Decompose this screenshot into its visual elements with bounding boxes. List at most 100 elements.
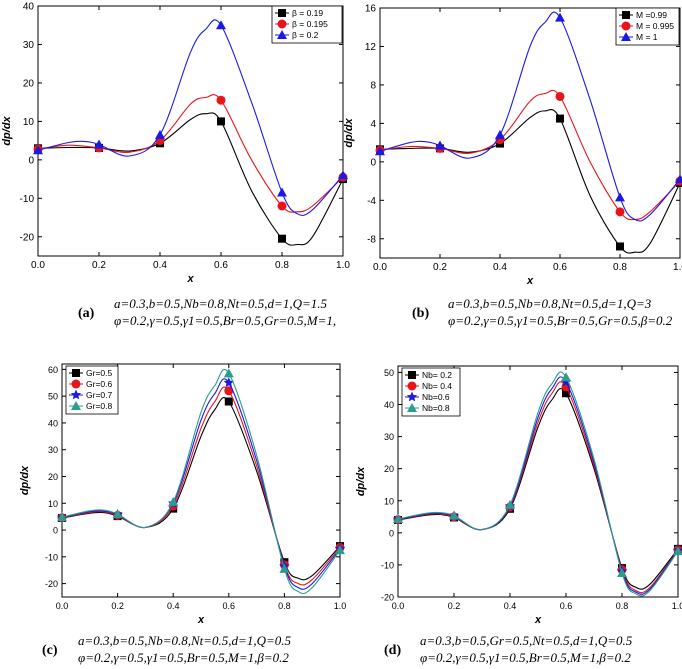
y-tick-label: 20 [23,78,35,89]
chart-c-caption-line1: a=0.3,b=0.5,Nb=0.8,Nt=0.5,d=1,Q=0.5 [78,633,291,648]
series-4-point [57,512,67,522]
series-3-point [375,146,385,156]
series-4-point [112,508,123,518]
x-tick-label: 0.2 [448,601,461,611]
y-tick-label: -10 [45,552,58,562]
x-tick-label: 0.0 [56,601,69,611]
chart-b-caption-label: (b) [412,306,430,321]
legend-entry-label: β = 0.19 [292,8,323,18]
series-3-point [560,376,572,387]
y-tick-label: 60 [48,365,58,375]
chart-panel-c: 0.0 0.2 0.4 0.6 0.8 1.0 -20 -10 0 10 20 30 40 50 60 x dp… [0,352,347,652]
legend-marker [277,19,287,29]
chart-d-plot: 0.0 0.2 0.4 0.6 0.8 1.0 -20 -10 0 10 20 30 40 50 x dp/d… [355,365,682,626]
y-tick-label: 30 [48,445,58,455]
y-tick-label: 0 [389,528,394,538]
legend-entry-label: M = 1 [636,32,658,42]
y-tick-label: 30 [384,432,394,442]
y-tick-label: 20 [48,472,58,482]
legend-marker [407,403,417,412]
chart-a-plot: 0.0 0.2 0.4 0.6 0.8 1.0 -20 -10 0 10 20 30 40 x dp/dx β… [1,2,350,286]
y-tick-label: 40 [23,2,35,13]
series-3-point [615,192,625,202]
chart-d-caption-line1: a=0.3,b=0.5,Gr=0.5,Nt=0.5,d=1,Q=0.5 [420,633,633,648]
x-tick-label: 0.4 [493,262,507,273]
series-line-3 [38,19,343,217]
series-line-3 [398,376,678,595]
plot-frame [379,7,681,259]
series-line-3 [380,11,680,222]
series-3-point [155,129,165,139]
x-tick-label: 1.0 [334,601,347,611]
series-line-2 [62,386,340,586]
series-1-point [278,234,286,243]
legend-entry-label: Nb=0.6 [422,392,450,402]
series-1-point [217,117,225,126]
series-4-point [561,372,571,382]
series-4-point [223,368,234,378]
series-3-point [555,12,565,22]
y-tick-label: 0 [28,155,34,166]
legend-entry-label: M =0.99 [636,10,667,20]
x-tick-label: 1.0 [672,601,682,611]
x-tick-label: 0.2 [92,260,106,271]
legend-entry-label: Gr=0.8 [86,401,112,411]
legend-entry-label: Nb= 0.4 [422,381,452,391]
series-4-point [393,514,403,524]
chart-c-caption-line2: φ=0.2,γ=0.5,γ1=0.5,Br=0.5,M=1,β=0.2 [78,650,289,665]
series-line-2 [398,381,678,594]
y-tick-label: -4 [367,196,376,207]
x-tick-label: 0.8 [275,260,289,271]
series-4-point [673,546,682,556]
series-4-point [505,499,515,509]
plot-frame [61,363,341,598]
x-tick-label: 0.4 [153,260,167,271]
series-2-point [615,207,625,217]
series-line-1 [62,397,340,581]
x-tick-label: 0.0 [31,260,45,271]
legend-marker [70,389,82,400]
y-axis-label: dp/dx [1,115,13,145]
y-tick-label: 50 [48,392,58,402]
legend-marker [278,9,286,17]
y-axis-label: dp/dx [343,117,355,147]
series-3-point [435,140,445,150]
series-4-point [168,496,179,506]
legend-marker [622,11,630,19]
x-tick-label: 0.4 [167,601,180,611]
chart-panel-b: 0.0 0.2 0.4 0.6 0.8 1.0 -8 -4 0 4 8 12 16 x dp/dx M =0.… [343,0,682,300]
y-tick-label: 8 [370,80,376,91]
legend-entry-label: Nb=0.8 [422,403,450,413]
x-axis-label: x [534,614,542,626]
y-tick-label: 30 [23,40,35,51]
y-tick-label: 4 [370,119,376,130]
legend-marker [621,32,631,41]
x-axis-label: x [186,273,194,285]
x-tick-label: 0.8 [616,601,629,611]
y-tick-label: -10 [20,194,35,205]
x-tick-label: 0.6 [560,601,573,611]
y-tick-label: -20 [45,579,58,589]
legend-marker [621,21,631,31]
chart-d-caption-label: (d) [384,643,402,658]
x-tick-label: 1.0 [336,260,350,271]
chart-b-caption-line1: a=0.3,b=0.5,Nb=0.8,Nt=0.5,d=1,Q=3 [448,296,652,311]
y-tick-label: 20 [384,464,394,474]
series-3-point [277,187,287,197]
series-4-point [617,567,627,577]
series-line-4 [398,371,678,597]
chart-a-caption: (a) a=0.3,b=0.5,Nb=0.8,Nt=0.5,d=1,Q=1.5 … [78,295,336,329]
legend-entry-label: Gr=0.7 [86,390,112,400]
x-tick-label: 1.0 [673,262,682,273]
chart-b-caption: (b) a=0.3,b=0.5,Nb=0.8,Nt=0.5,d=1,Q=3 φ=… [412,295,672,329]
chart-a-caption-line1: a=0.3,b=0.5,Nb=0.8,Nt=0.5,d=1,Q=1.5 [114,296,327,311]
y-tick-label: 16 [365,4,377,15]
chart-panel-a: 0.0 0.2 0.4 0.6 0.8 1.0 -20 -10 0 10 20 30 40 x dp/dx β… [0,0,350,300]
series-3-point [495,129,505,139]
y-tick-label: -8 [367,234,376,245]
plot-frame [37,5,344,257]
legend-marker [408,371,416,379]
y-tick-label: 12 [365,42,377,53]
legend-entry-label: M = 0.995 [636,21,674,31]
legend-marker [407,381,417,391]
